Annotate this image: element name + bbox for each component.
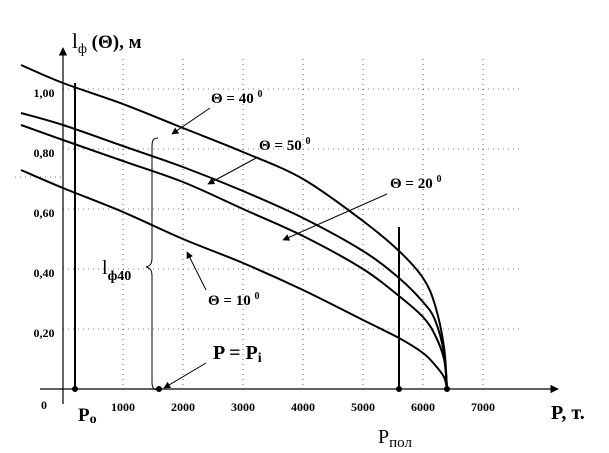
pi-label: P = Pi <box>213 342 262 366</box>
series-line-4 <box>20 169 448 390</box>
x-tick-label: 1000 <box>111 400 135 414</box>
tick-labels: 1000 2000 3000 4000 5000 6000 7000 0,20 0,40 0,60… <box>34 86 496 414</box>
marker-P0 <box>72 386 78 392</box>
vertical-lines <box>74 83 400 389</box>
ppol-label: Pпол <box>378 426 412 451</box>
theta20-arrow <box>282 193 388 241</box>
markers <box>72 386 450 392</box>
y-tick-label: 0,80 <box>34 146 55 160</box>
series-line-2 <box>20 112 448 390</box>
y-tick-label: 0,60 <box>34 206 55 220</box>
series-line-3 <box>20 124 448 390</box>
x-tick-label: 4000 <box>291 400 315 414</box>
marker-end <box>444 386 450 392</box>
y-tick-label: 0,20 <box>34 326 55 340</box>
series-line-1 <box>20 64 448 390</box>
axes <box>40 47 559 404</box>
theta50-label: Θ = 50 0 <box>259 136 310 154</box>
x-axis-label: P, т. <box>551 402 585 424</box>
x-tick-label: 7000 <box>471 400 495 414</box>
grid <box>15 59 523 389</box>
y-axis-label: lф (Θ), м <box>72 29 142 57</box>
theta10-label: Θ = 10 0 <box>208 291 259 309</box>
p0-label: Po <box>78 405 97 427</box>
x-tick-label: 3000 <box>231 400 255 414</box>
origin-label: 0 <box>41 398 47 412</box>
y-tick-label: 0,40 <box>34 266 55 280</box>
lphi40-brace <box>145 137 159 391</box>
lphi40-label: lф40 <box>102 257 131 284</box>
marker-Pi <box>156 386 162 392</box>
x-tick-label: 5000 <box>351 400 375 414</box>
theta50-arrow <box>207 156 259 185</box>
series-lines <box>20 64 448 390</box>
theta40-label: Θ = 40 0 <box>211 89 262 107</box>
pi-arrow <box>163 362 207 389</box>
theta40-arrow <box>171 107 211 135</box>
theta10-arrow <box>186 251 207 291</box>
marker-Pпол <box>396 386 402 392</box>
y-tick-label: 1,00 <box>34 86 55 100</box>
x-tick-label: 2000 <box>171 400 195 414</box>
theta20-label: Θ = 20 0 <box>390 174 441 192</box>
x-tick-label: 6000 <box>411 400 435 414</box>
